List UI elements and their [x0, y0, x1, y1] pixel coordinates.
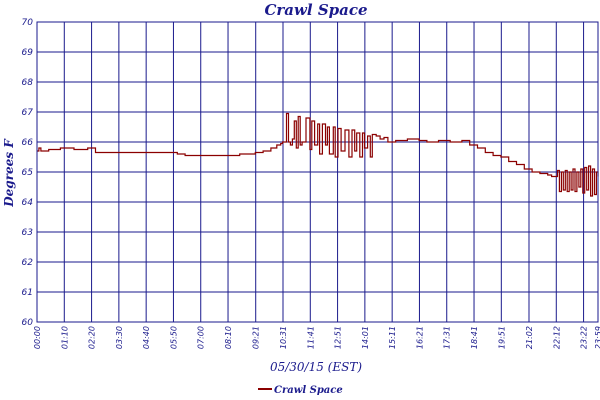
y-tick-label: 62 — [22, 258, 34, 268]
plot-frame — [36, 21, 599, 323]
y-tick-label: 65 — [22, 168, 34, 178]
y-tick-label: 66 — [22, 138, 34, 148]
x-tick-label: 01:10 — [60, 326, 69, 349]
y-tick-label: 63 — [22, 228, 34, 238]
y-tick-label: 61 — [22, 288, 33, 298]
x-tick-label: 10:31 — [279, 326, 288, 349]
x-tick-label: 09:21 — [252, 326, 261, 349]
legend-label: Crawl Space — [274, 385, 343, 396]
chart-title: Crawl Space — [264, 1, 367, 19]
x-tick-label: 02:20 — [88, 326, 97, 349]
x-tick-label: 04:40 — [142, 326, 151, 349]
x-tick-label: 19:51 — [497, 326, 506, 349]
x-tick-label: 18:41 — [470, 326, 479, 349]
x-tick-label: 03:30 — [115, 326, 124, 349]
x-tick-label: 16:21 — [415, 326, 424, 349]
x-tick-label: 14:01 — [361, 326, 370, 349]
y-tick-label: 60 — [22, 318, 34, 328]
legend: Crawl Space — [258, 385, 343, 396]
x-tick-label: 22:12 — [552, 326, 561, 349]
x-axis-label: 05/30/15 (EST) — [270, 360, 362, 374]
x-axis-ticks: 00:00 01:10 02:20 03:30 04:40 05:50 07:00 08:10… — [33, 326, 600, 349]
x-tick-label: 21:02 — [525, 326, 534, 349]
series-layer — [37, 112, 599, 197]
grid — [36, 21, 599, 323]
y-tick-label: 64 — [22, 198, 34, 208]
y-axis-ticks: 60 61 62 63 64 65 66 67 68 69 70 — [22, 18, 34, 328]
x-tick-label: 23:59 — [594, 326, 600, 349]
y-tick-label: 68 — [22, 78, 34, 88]
x-tick-label: 15:11 — [388, 326, 397, 349]
x-tick-label: 17:31 — [443, 326, 452, 349]
x-tick-label: 07:00 — [197, 326, 206, 349]
x-tick-label: 00:00 — [33, 326, 42, 349]
x-tick-label: 05:50 — [169, 326, 178, 349]
y-tick-label: 67 — [22, 108, 34, 118]
y-tick-label: 70 — [22, 18, 34, 28]
x-tick-label: 11:41 — [306, 326, 315, 349]
x-tick-label: 12:51 — [334, 326, 343, 349]
y-tick-label: 69 — [22, 48, 34, 58]
y-axis-label: Degrees F — [2, 138, 16, 208]
series-line — [37, 112, 599, 197]
x-tick-label: 08:10 — [224, 326, 233, 349]
x-tick-label: 23:22 — [580, 326, 589, 349]
